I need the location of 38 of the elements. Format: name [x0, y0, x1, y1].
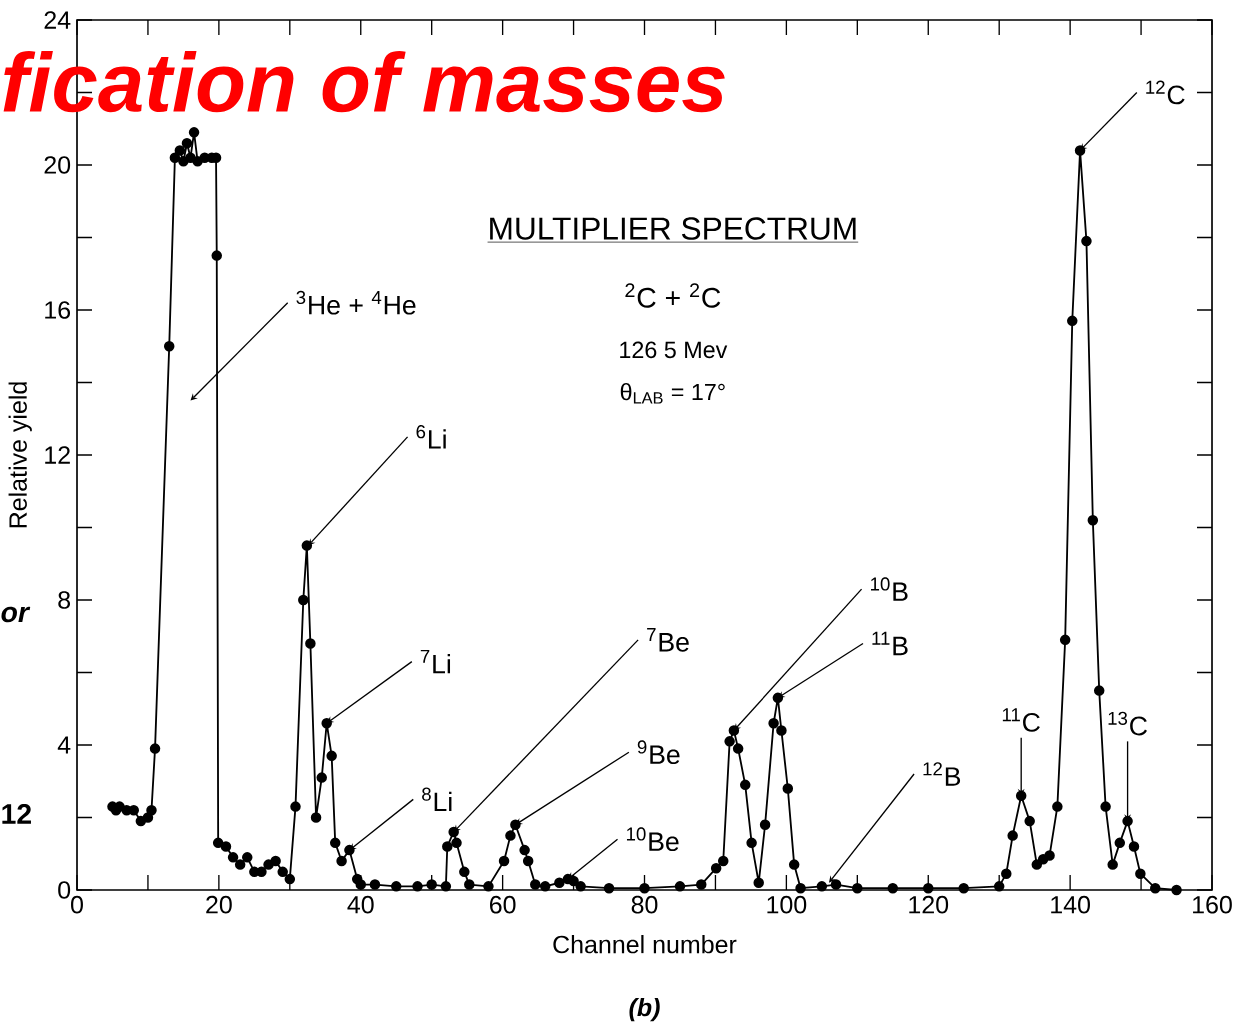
- annotation: $^{7}$Be: [647, 628, 689, 652]
- x-tick-label: 160: [1193, 895, 1232, 914]
- annotation: $^{12}$B: [923, 762, 961, 786]
- annotation: $^{7}$Li: [420, 649, 451, 674]
- y-tick-label: 12: [45, 446, 70, 464]
- x-tick-label: 40: [347, 895, 374, 914]
- annotation: $^{9}$Be: [637, 740, 680, 765]
- x-tick-label: 120: [909, 895, 949, 914]
- annotation: $^{10}$Be: [626, 827, 679, 852]
- y-tick-label: 20: [44, 156, 71, 174]
- x-tick-label: 80: [631, 895, 658, 914]
- y-tick-label: 8: [58, 591, 71, 609]
- annotation: $^{3}$He + $^{4}$He: [296, 290, 416, 315]
- y-tick-label: 4: [57, 736, 71, 754]
- annotation: $^{13}$C: [1108, 711, 1148, 736]
- x-tick-label: 0: [71, 895, 83, 914]
- annotation: 126 5 Mev: [620, 341, 728, 359]
- y-axis-title: Relative yield: [8, 382, 32, 528]
- annotation: $^{12}$C: [1146, 80, 1185, 105]
- y-tick-label: 0: [58, 881, 71, 899]
- y-tick-label: 24: [44, 11, 71, 29]
- annotation: θ$_{LAB}$ = 17°: [620, 383, 725, 404]
- annotation: $^{6}$Li: [416, 425, 446, 449]
- text: or: [1, 606, 31, 623]
- x-tick-label: 20: [206, 895, 232, 914]
- annotation: $^{11}$B: [872, 631, 908, 656]
- annotation: $^{11}$C: [1002, 708, 1040, 732]
- annotation: $^{2}$C + $^{2}$C: [625, 283, 721, 308]
- x-tick-label: 100: [767, 895, 807, 914]
- x-tick-label: 60: [490, 895, 516, 914]
- annotation: $^{10}$B: [871, 577, 908, 601]
- text: 12: [2, 803, 31, 824]
- text: (b): [629, 997, 660, 1022]
- text: MULTIPLIER SPECTRUM: [490, 217, 856, 240]
- annotation: $^{8}$Li: [422, 787, 452, 812]
- x-tick-label: 140: [1051, 895, 1090, 914]
- x-axis-title: Channel number: [553, 935, 737, 954]
- y-tick-label: 16: [45, 301, 71, 319]
